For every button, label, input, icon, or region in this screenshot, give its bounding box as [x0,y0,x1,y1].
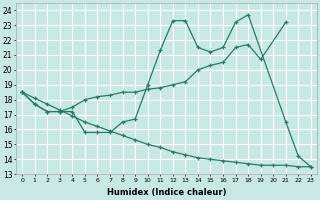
X-axis label: Humidex (Indice chaleur): Humidex (Indice chaleur) [107,188,226,197]
